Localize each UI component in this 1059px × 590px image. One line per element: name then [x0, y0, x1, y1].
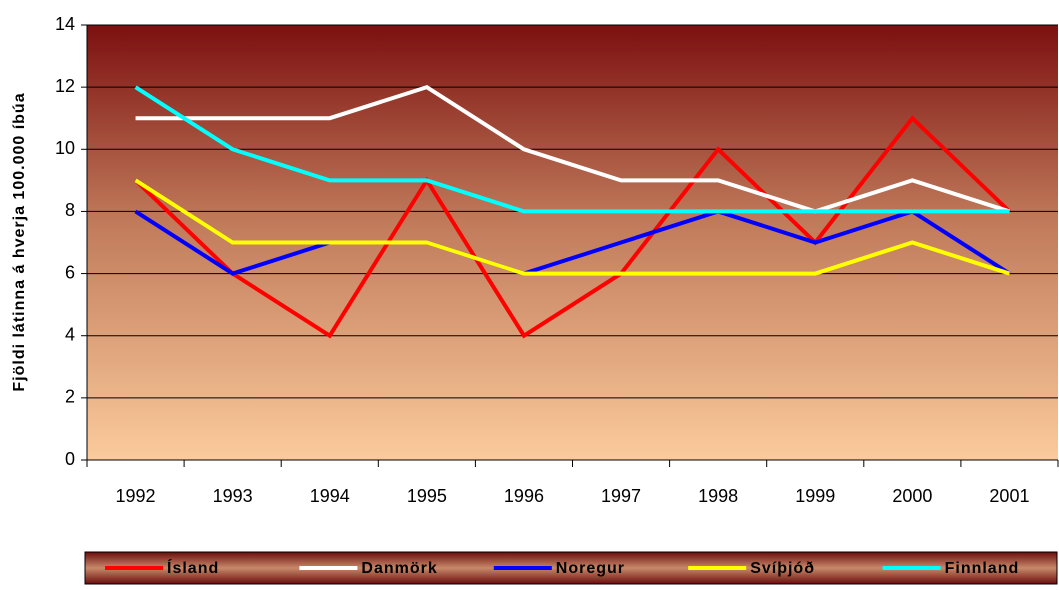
series-line — [134, 209, 1011, 276]
y-tick-label: 6 — [65, 262, 75, 282]
x-tick-label: 1993 — [213, 486, 253, 506]
x-tick-label: 2001 — [989, 486, 1029, 506]
y-tick-label: 4 — [65, 324, 75, 344]
series-line — [134, 178, 1011, 276]
series-line — [134, 115, 1011, 339]
y-axis-label: Fjöldi látinna á hverja 100.000 íbúa — [11, 92, 28, 391]
x-tick-label: 2000 — [892, 486, 932, 506]
y-tick-label: 0 — [65, 449, 75, 469]
x-tick-label: 1997 — [601, 486, 641, 506]
series-line — [134, 85, 1010, 214]
legend-label: Noregur — [556, 560, 625, 577]
x-tick-label: 1994 — [310, 486, 350, 506]
series-line — [135, 84, 1011, 214]
legend-label: Ísland — [167, 558, 219, 577]
y-tick-label: 8 — [65, 200, 75, 220]
x-tick-label: 1996 — [504, 486, 544, 506]
legend-label: Danmörk — [361, 560, 437, 577]
y-tick-label: 2 — [65, 387, 75, 407]
x-tick-label: 1992 — [116, 486, 156, 506]
legend-label: Svíþjóð — [750, 560, 815, 577]
legend-label: Finnland — [945, 560, 1020, 577]
x-tick-label: 1999 — [795, 486, 835, 506]
x-tick-label: 1995 — [407, 486, 447, 506]
y-tick-label: 14 — [55, 14, 75, 34]
y-tick-label: 10 — [55, 138, 75, 158]
x-tick-label: 1998 — [698, 486, 738, 506]
y-tick-label: 12 — [55, 76, 75, 96]
